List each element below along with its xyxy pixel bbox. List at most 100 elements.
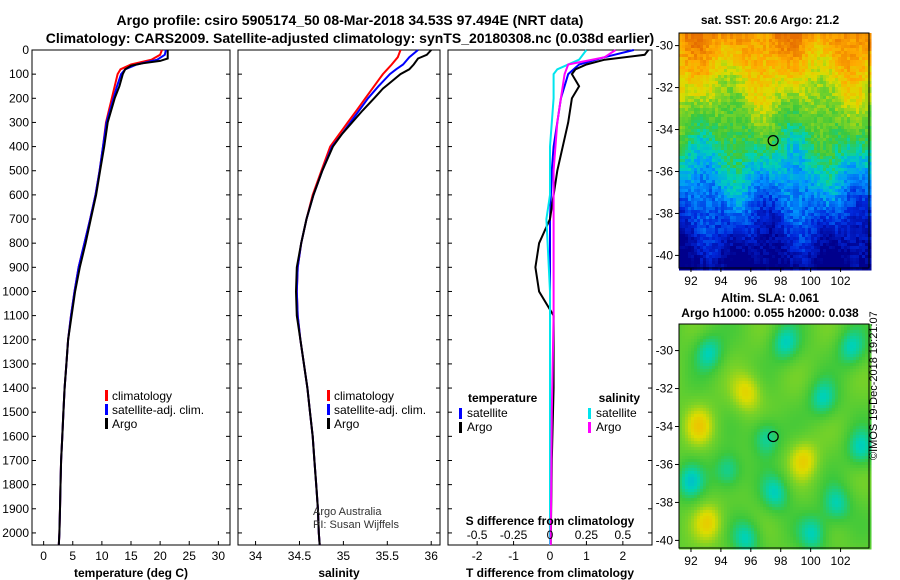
heatmap-cell — [763, 234, 767, 238]
heatmap-cell — [772, 240, 776, 244]
heatmap-cell — [802, 81, 806, 85]
heatmap-cell — [688, 237, 692, 241]
heatmap-cell — [694, 96, 698, 100]
heatmap-cell — [796, 219, 800, 223]
heatmap-cell — [796, 135, 800, 139]
heatmap-cell — [796, 102, 800, 106]
heatmap-cell — [769, 123, 773, 127]
heatmap-cell — [820, 207, 824, 211]
heatmap-cell — [751, 210, 755, 214]
heatmap-cell — [727, 177, 731, 181]
heatmap-cell — [700, 48, 704, 52]
heatmap-cell — [679, 135, 683, 139]
heatmap-cell — [826, 54, 830, 58]
heatmap-cell — [727, 135, 731, 139]
heatmap-cell — [688, 231, 692, 235]
heatmap-cell — [682, 132, 686, 136]
heatmap-cell — [745, 57, 749, 61]
heatmap-cell — [835, 129, 839, 133]
heatmap-cell — [823, 69, 827, 73]
heatmap-cell — [868, 63, 872, 67]
heatmap-cell — [739, 144, 743, 148]
heatmap-cell — [760, 57, 764, 61]
heatmap-cell — [775, 66, 779, 70]
heatmap-cell — [796, 66, 800, 70]
heatmap-cell — [715, 108, 719, 112]
heatmap-cell — [709, 144, 713, 148]
heatmap-cell — [706, 183, 710, 187]
heatmap-cell — [736, 96, 740, 100]
heatmap-cell — [760, 126, 764, 130]
heatmap-cell — [832, 87, 836, 91]
heatmap-cell — [700, 78, 704, 82]
heatmap-cell — [823, 39, 827, 43]
heatmap-cell — [739, 75, 743, 79]
heatmap-cell — [799, 60, 803, 64]
heatmap-cell — [748, 207, 752, 211]
heatmap-cell — [730, 84, 734, 88]
heatmap-cell — [817, 207, 821, 211]
heatmap-cell — [787, 120, 791, 124]
heatmap-cell — [868, 195, 872, 199]
heatmap-cell — [757, 63, 761, 67]
heatmap-cell — [793, 213, 797, 217]
heatmap-cell — [739, 183, 743, 187]
heatmap-cell — [820, 132, 824, 136]
heatmap-cell — [703, 87, 707, 91]
heatmap-cell — [703, 171, 707, 175]
heatmap-cell — [832, 198, 836, 202]
heatmap-cell — [814, 45, 818, 49]
legend-swatch — [327, 418, 330, 429]
heatmap-cell — [841, 237, 845, 241]
heatmap-cell — [679, 177, 683, 181]
heatmap-cell — [805, 135, 809, 139]
heatmap-cell — [763, 54, 767, 58]
heatmap-cell — [808, 51, 812, 55]
heatmap-cell — [829, 78, 833, 82]
heatmap-cell — [787, 99, 791, 103]
heatmap-cell — [772, 57, 776, 61]
heatmap-cell — [778, 252, 782, 256]
heatmap-cell — [724, 153, 728, 157]
heatmap-cell — [757, 75, 761, 79]
heatmap-cell — [844, 168, 848, 172]
heatmap-cell — [721, 240, 725, 244]
heatmap-cell — [697, 210, 701, 214]
heatmap-cell — [721, 90, 725, 94]
heatmap-cell — [760, 90, 764, 94]
heatmap-cell — [763, 144, 767, 148]
heatmap-cell — [757, 39, 761, 43]
heatmap-cell — [694, 72, 698, 76]
heatmap-cell — [727, 210, 731, 214]
heatmap-cell — [790, 111, 794, 115]
heatmap-cell — [868, 216, 872, 220]
heatmap-cell — [838, 246, 842, 250]
heatmap-cell — [733, 156, 737, 160]
heatmap-cell — [793, 36, 797, 40]
heatmap-cell — [805, 108, 809, 112]
heatmap-cell — [691, 246, 695, 250]
heatmap-cell — [856, 75, 860, 79]
heatmap-cell — [778, 84, 782, 88]
heatmap-cell — [736, 48, 740, 52]
heatmap-cell — [718, 168, 722, 172]
heatmap-cell — [853, 120, 857, 124]
heatmap-cell — [739, 72, 743, 76]
heatmap-cell — [685, 255, 689, 259]
heatmap-cell — [826, 219, 830, 223]
heatmap-cell — [733, 222, 737, 226]
heatmap-cell — [685, 141, 689, 145]
heatmap-cell — [703, 234, 707, 238]
heatmap-cell — [733, 186, 737, 190]
heatmap-cell — [802, 234, 806, 238]
heatmap-cell — [778, 240, 782, 244]
heatmap-cell — [832, 252, 836, 256]
heatmap-cell — [763, 42, 767, 46]
heatmap-cell — [694, 126, 698, 130]
heatmap-cell — [736, 249, 740, 253]
heatmap-cell — [856, 234, 860, 238]
heatmap-cell — [826, 204, 830, 208]
heatmap-cell — [859, 180, 863, 184]
heatmap-cell — [868, 153, 872, 157]
heatmap-cell — [739, 96, 743, 100]
